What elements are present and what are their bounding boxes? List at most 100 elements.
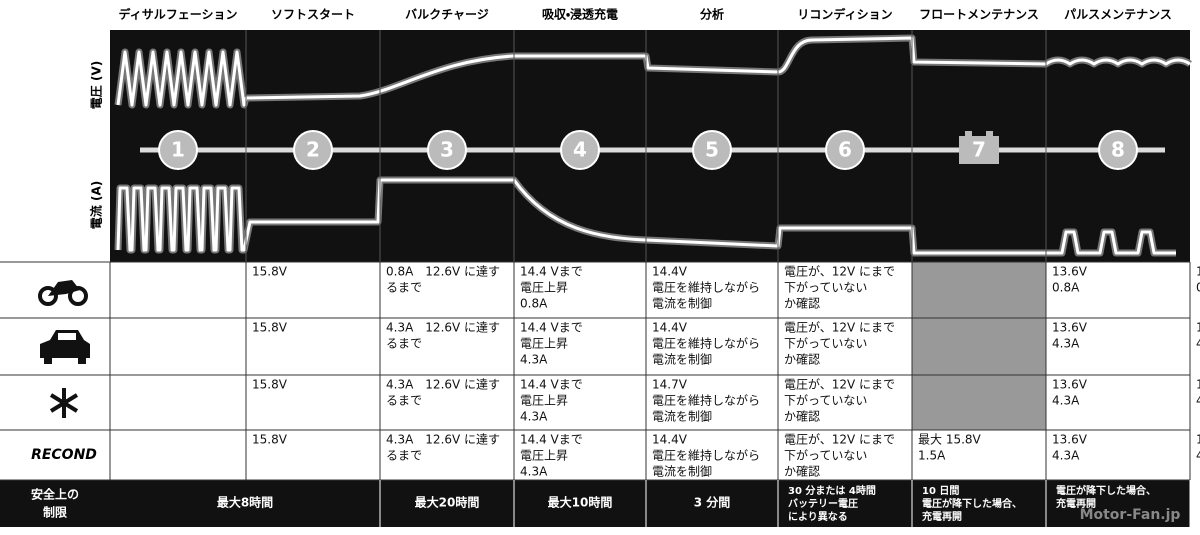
cell-text: 電圧を維持しながら	[652, 448, 760, 463]
cell-text: 電圧が、12V にまで	[784, 264, 895, 279]
cell-text: 電圧上昇	[520, 394, 568, 408]
watermark: Motor-Fan.jp	[1080, 507, 1181, 523]
limits-text: により異なる	[788, 511, 848, 523]
stage-name: リコンディション	[797, 7, 892, 22]
stage-name: フロートメンテナンス	[919, 8, 1039, 22]
stage-name: ソフトスタート	[271, 8, 355, 22]
voltage-curve	[116, 36, 1191, 107]
cell-text: 電圧上昇	[520, 449, 568, 463]
stage-number: 4	[573, 138, 587, 162]
cell-text: 4.3A 12.6V に達す	[386, 321, 500, 335]
stage-number: 6	[838, 138, 852, 162]
cell-text: 14.4 Vまで	[520, 265, 583, 279]
cell-text: 4.3A	[1052, 449, 1080, 463]
stage-number: 5	[705, 138, 719, 162]
cell-text: 12.7V〜14.4V	[1196, 321, 1200, 335]
cell-text: 電圧が、12V にまで	[784, 432, 895, 447]
battery-marker	[959, 136, 999, 164]
limits-text: 最大20時間	[415, 495, 480, 510]
cell-text: 12.7V〜14.4V	[1196, 265, 1200, 279]
cell-text: 4.3A〜2A	[1196, 394, 1200, 408]
stage-number: 1	[171, 138, 185, 162]
stage-marker	[825, 130, 865, 170]
cell-text: 電圧上昇	[520, 337, 568, 351]
cell-text: 4.3A 12.6V に達す	[386, 433, 500, 447]
stage-name: 分析	[699, 7, 724, 22]
current-curve	[116, 178, 1176, 255]
cell-text: るまで	[386, 449, 422, 463]
cell-text: 0.8A 12.6V に達す	[386, 265, 500, 279]
cell-text: 電圧を維持しながら	[652, 336, 760, 351]
stage-marker	[1098, 130, 1138, 170]
limits-label: 安全上の	[31, 487, 79, 502]
stage-marker	[692, 130, 732, 170]
cell-text: 電圧を維持しながら	[652, 393, 760, 408]
stage-number: 3	[440, 138, 454, 162]
snowflake-icon	[49, 388, 79, 418]
limits-text: 最大10時間	[548, 495, 613, 510]
stage-marker	[427, 130, 467, 170]
cell-text: 電流を制御	[652, 296, 712, 311]
voltage-label: 電圧 (V)	[90, 61, 104, 109]
empty-cell	[912, 375, 1046, 430]
stage-marker	[560, 130, 600, 170]
limits-text: バッテリー電圧	[788, 498, 858, 510]
cell-text: 13.6V	[1052, 378, 1088, 392]
cell-text: 14.4V	[652, 321, 688, 335]
cell-text: 15.8V	[252, 321, 288, 335]
cell-text: 4.3A〜2A	[1196, 449, 1200, 463]
cell-text: 下がっていない	[784, 280, 867, 295]
cell-text: 4.3A	[520, 465, 548, 479]
empty-cell	[912, 262, 1046, 318]
cell-text: るまで	[386, 337, 422, 351]
cell-text: 4.3A 12.6V に達す	[386, 378, 500, 392]
limits-bg	[0, 480, 1190, 527]
stage-name: バルクチャージ	[405, 8, 489, 22]
car-icon	[40, 330, 90, 364]
cell-text: 電圧が、12V にまで	[784, 377, 895, 392]
cell-text: 下がっていない	[784, 393, 867, 408]
cell-text: るまで	[386, 281, 422, 295]
cell-text: か確認	[784, 409, 820, 424]
cell-text: 12.7V〜14.4V	[1196, 433, 1200, 447]
cell-text: 4.3A〜2A	[1196, 337, 1200, 351]
stage-number: 7	[972, 138, 986, 162]
cell-text: 4.3A	[520, 353, 548, 367]
cell-text: 電圧上昇	[520, 281, 568, 295]
limits-text: 最大8時間	[217, 495, 273, 510]
empty-cell	[912, 318, 1046, 375]
cell-text: 14.4 Vまで	[520, 433, 583, 447]
cell-text: 電圧を維持しながら	[652, 280, 760, 295]
cell-text: か確認	[784, 296, 820, 311]
limits-label: 制限	[43, 505, 67, 520]
limits-text: 電圧が降下した場合、	[922, 497, 1022, 510]
limits-text: 電圧が降下した場合、	[1056, 484, 1156, 497]
battery-terminal	[965, 131, 972, 136]
stage-name: パルスメンテナンス	[1064, 8, 1172, 22]
cell-text: 13.6V	[1052, 433, 1088, 447]
stage-marker	[158, 130, 198, 170]
cell-text: 0.8A〜0.4A	[1196, 281, 1200, 295]
cell-text: 電流を制御	[652, 409, 712, 424]
curves	[114, 34, 1192, 257]
limits-text: 充電再開	[922, 510, 962, 523]
cell-text: 電流を制御	[652, 464, 712, 479]
stage-name: 吸収・浸透充電	[542, 7, 618, 22]
cell-text: 下がっていない	[784, 448, 867, 463]
battery-terminal	[986, 131, 993, 136]
limits-text: 30 分または 4時間	[788, 484, 876, 497]
cell-text: か確認	[784, 464, 820, 479]
cell-text: 14.4 Vまで	[520, 378, 583, 392]
cell-text: 4.3A	[1052, 394, 1080, 408]
cell-text: 14.4V	[652, 265, 688, 279]
cell-text: 14.4 Vまで	[520, 321, 583, 335]
cell-text: るまで	[386, 394, 422, 408]
limits-text: 充電再開	[1056, 497, 1096, 510]
limits-text: 3 分間	[694, 495, 731, 510]
stage-number: 8	[1111, 138, 1125, 162]
cell-text: 14.4V	[652, 433, 688, 447]
cell-text: 13.6V	[1052, 321, 1088, 335]
cell-text: 13.6V	[1052, 265, 1088, 279]
cell-text: 1.5A	[918, 449, 946, 463]
